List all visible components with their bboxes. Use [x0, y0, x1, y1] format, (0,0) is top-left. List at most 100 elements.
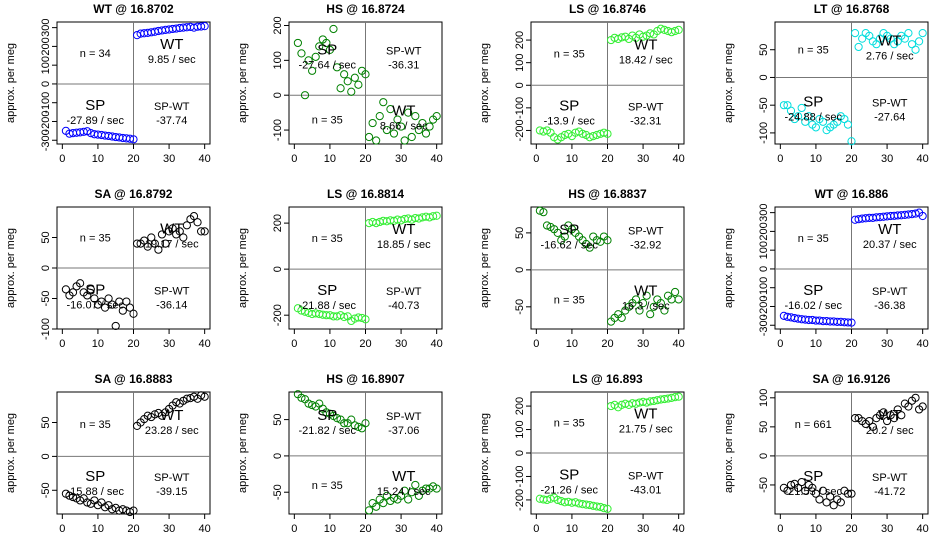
- x-tick-label: 40: [199, 523, 211, 535]
- y-axis-label: approx. per meg: [723, 413, 735, 493]
- y-tick-label: 0: [40, 265, 52, 271]
- sp-point: [308, 66, 317, 75]
- sp-label: SP: [559, 467, 579, 484]
- wt-point: [418, 118, 427, 128]
- x-tick-label: 30: [163, 523, 175, 535]
- sp-point: [843, 120, 853, 129]
- sp-point: [843, 318, 853, 327]
- wt-label: WT: [392, 468, 415, 485]
- panel-0: WT @ 16.8702 0 10 20 30 40 -300-200-100 0 100200…: [5, 2, 211, 165]
- panel-3: LT @ 16.8768 0 10 20 30 40 -100 -50 0 50 approx. p…: [723, 2, 929, 165]
- y-tick-label: -100: [514, 97, 526, 119]
- sp-label: SP: [85, 468, 105, 485]
- y-tick-label: 0: [514, 267, 526, 273]
- x-tick-label: 10: [566, 523, 578, 535]
- panel-title: WT @ 16.8702: [93, 2, 174, 16]
- wt-point: [882, 416, 892, 426]
- n-label: n = 35: [80, 233, 111, 245]
- sp-point: [343, 77, 352, 86]
- sp-point: [297, 393, 306, 402]
- sp-rate: -21.82 / sec: [299, 425, 357, 437]
- n-label: n = 35: [798, 233, 829, 245]
- wt-label: WT: [878, 407, 901, 424]
- sp-point: [794, 483, 803, 492]
- wt-point: [911, 45, 920, 54]
- sp-point: [125, 507, 135, 517]
- sp-point: [592, 236, 601, 245]
- wt-point: [147, 233, 156, 242]
- panel-title: LT @ 16.8768: [814, 2, 890, 16]
- y-tick-label: -50: [514, 299, 526, 315]
- wt-point: [656, 299, 665, 308]
- sp-point: [603, 236, 612, 245]
- x-tick-label: 0: [59, 523, 65, 535]
- y-tick-label: -50: [40, 482, 52, 498]
- x-tick-label: 30: [881, 153, 893, 165]
- x-tick-label: 30: [163, 338, 175, 350]
- x-tick-label: 20: [845, 153, 857, 165]
- y-tick-label: 0: [514, 450, 526, 456]
- wt-point: [904, 28, 913, 38]
- spwt-label: SP-WT: [872, 286, 908, 298]
- wt-point: [372, 136, 381, 145]
- spwt-value: -40.73: [388, 300, 419, 312]
- x-tick-label: 40: [431, 338, 443, 350]
- sp-point: [83, 291, 92, 300]
- wt-point: [154, 245, 163, 254]
- x-tick-label: 30: [637, 338, 649, 350]
- sp-point: [300, 307, 310, 316]
- wt-point: [904, 402, 913, 411]
- x-tick-label: 20: [601, 153, 613, 165]
- wt-point: [660, 306, 669, 315]
- wt-point: [671, 393, 680, 402]
- sp-point: [68, 492, 78, 502]
- sp-point: [603, 129, 612, 138]
- wt-point: [161, 239, 170, 248]
- wt-point: [911, 209, 920, 218]
- y-tick-label: -200: [40, 110, 52, 132]
- sp-point: [578, 129, 587, 138]
- y-axis-label: approx. per meg: [5, 43, 17, 123]
- x-tick-label: 40: [673, 523, 685, 535]
- sp-point: [599, 128, 609, 137]
- wt-point: [386, 105, 395, 114]
- wt-point: [200, 227, 209, 236]
- x-tick-label: 30: [395, 153, 407, 165]
- wt-point: [421, 484, 431, 493]
- wt-point: [411, 112, 420, 121]
- y-tick-label: 0: [40, 81, 52, 87]
- sp-rate: -21.53 / sec: [785, 486, 843, 498]
- wt-rate: 19.17 / sec: [145, 239, 199, 251]
- spwt-label: SP-WT: [154, 101, 190, 113]
- y-tick-label: 50: [514, 227, 526, 239]
- sp-point: [779, 101, 788, 110]
- sp-point: [361, 315, 370, 324]
- x-tick-label: 40: [917, 523, 929, 535]
- panel-title: HS @ 16.8907: [326, 372, 405, 386]
- sp-point: [304, 56, 313, 65]
- wt-point: [897, 411, 906, 420]
- sp-point: [818, 117, 828, 126]
- wt-point: [432, 211, 441, 220]
- y-tick-label: -300: [40, 129, 52, 151]
- sp-point: [808, 483, 817, 492]
- x-tick-label: 40: [917, 338, 929, 350]
- sp-rate: -16.02 / sec: [785, 300, 843, 312]
- sp-point: [589, 131, 598, 141]
- sp-point: [847, 489, 856, 498]
- x-tick-label: 40: [917, 153, 929, 165]
- n-label: n = 35: [312, 115, 343, 127]
- sp-point: [340, 312, 349, 322]
- x-tick-label: 10: [810, 153, 822, 165]
- wt-rate: 21.75 / sec: [619, 424, 673, 436]
- sp-rate: -21.88 / sec: [299, 300, 357, 312]
- wt-point: [868, 422, 877, 431]
- wt-point: [674, 25, 683, 35]
- wt-point: [893, 405, 902, 414]
- y-tick-label: 50: [758, 44, 770, 56]
- x-tick-label: 10: [324, 523, 336, 535]
- y-tick-label: 0: [40, 453, 52, 459]
- spwt-label: SP-WT: [386, 286, 422, 298]
- sp-point: [811, 123, 821, 132]
- panel-1: HS @ 16.8724 0 10 20 30 40 -100 0 100 200 approx. …: [237, 2, 443, 165]
